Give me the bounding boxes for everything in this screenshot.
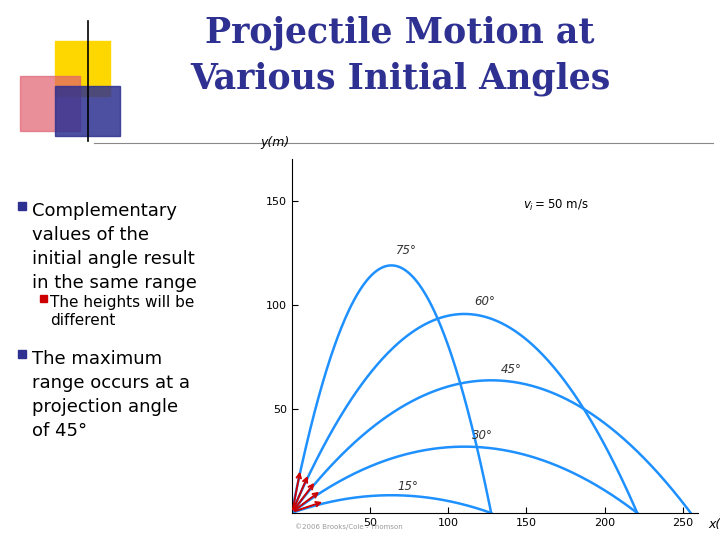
Text: Complementary: Complementary: [32, 202, 177, 220]
Bar: [18, 202, 26, 210]
Text: $v_i = 50\ \mathrm{m/s}$: $v_i = 50\ \mathrm{m/s}$: [523, 198, 589, 213]
Text: The heights will be: The heights will be: [50, 295, 194, 310]
Text: ©2006 Brooks/Cole - Thomson: ©2006 Brooks/Cole - Thomson: [295, 523, 403, 530]
X-axis label: x(m): x(m): [708, 518, 720, 531]
Text: range occurs at a: range occurs at a: [32, 374, 190, 392]
FancyBboxPatch shape: [20, 76, 80, 131]
Text: The maximum: The maximum: [32, 350, 162, 368]
FancyBboxPatch shape: [55, 41, 110, 96]
Text: different: different: [50, 313, 115, 328]
Text: 30°: 30°: [472, 429, 493, 442]
Text: Projectile Motion at: Projectile Motion at: [205, 16, 595, 50]
Text: Various Initial Angles: Various Initial Angles: [190, 62, 610, 96]
Text: 15°: 15°: [397, 480, 418, 493]
Text: values of the: values of the: [32, 226, 149, 244]
Text: projection angle: projection angle: [32, 398, 178, 416]
Text: 75°: 75°: [396, 244, 417, 257]
Bar: [18, 350, 26, 358]
Text: in the same range: in the same range: [32, 274, 197, 292]
Y-axis label: y(m): y(m): [261, 136, 290, 148]
Text: 60°: 60°: [474, 295, 495, 308]
Bar: [40, 295, 47, 302]
FancyBboxPatch shape: [55, 86, 120, 136]
Text: of 45°: of 45°: [32, 422, 87, 440]
Text: 45°: 45°: [500, 363, 521, 376]
Text: initial angle result: initial angle result: [32, 250, 195, 268]
